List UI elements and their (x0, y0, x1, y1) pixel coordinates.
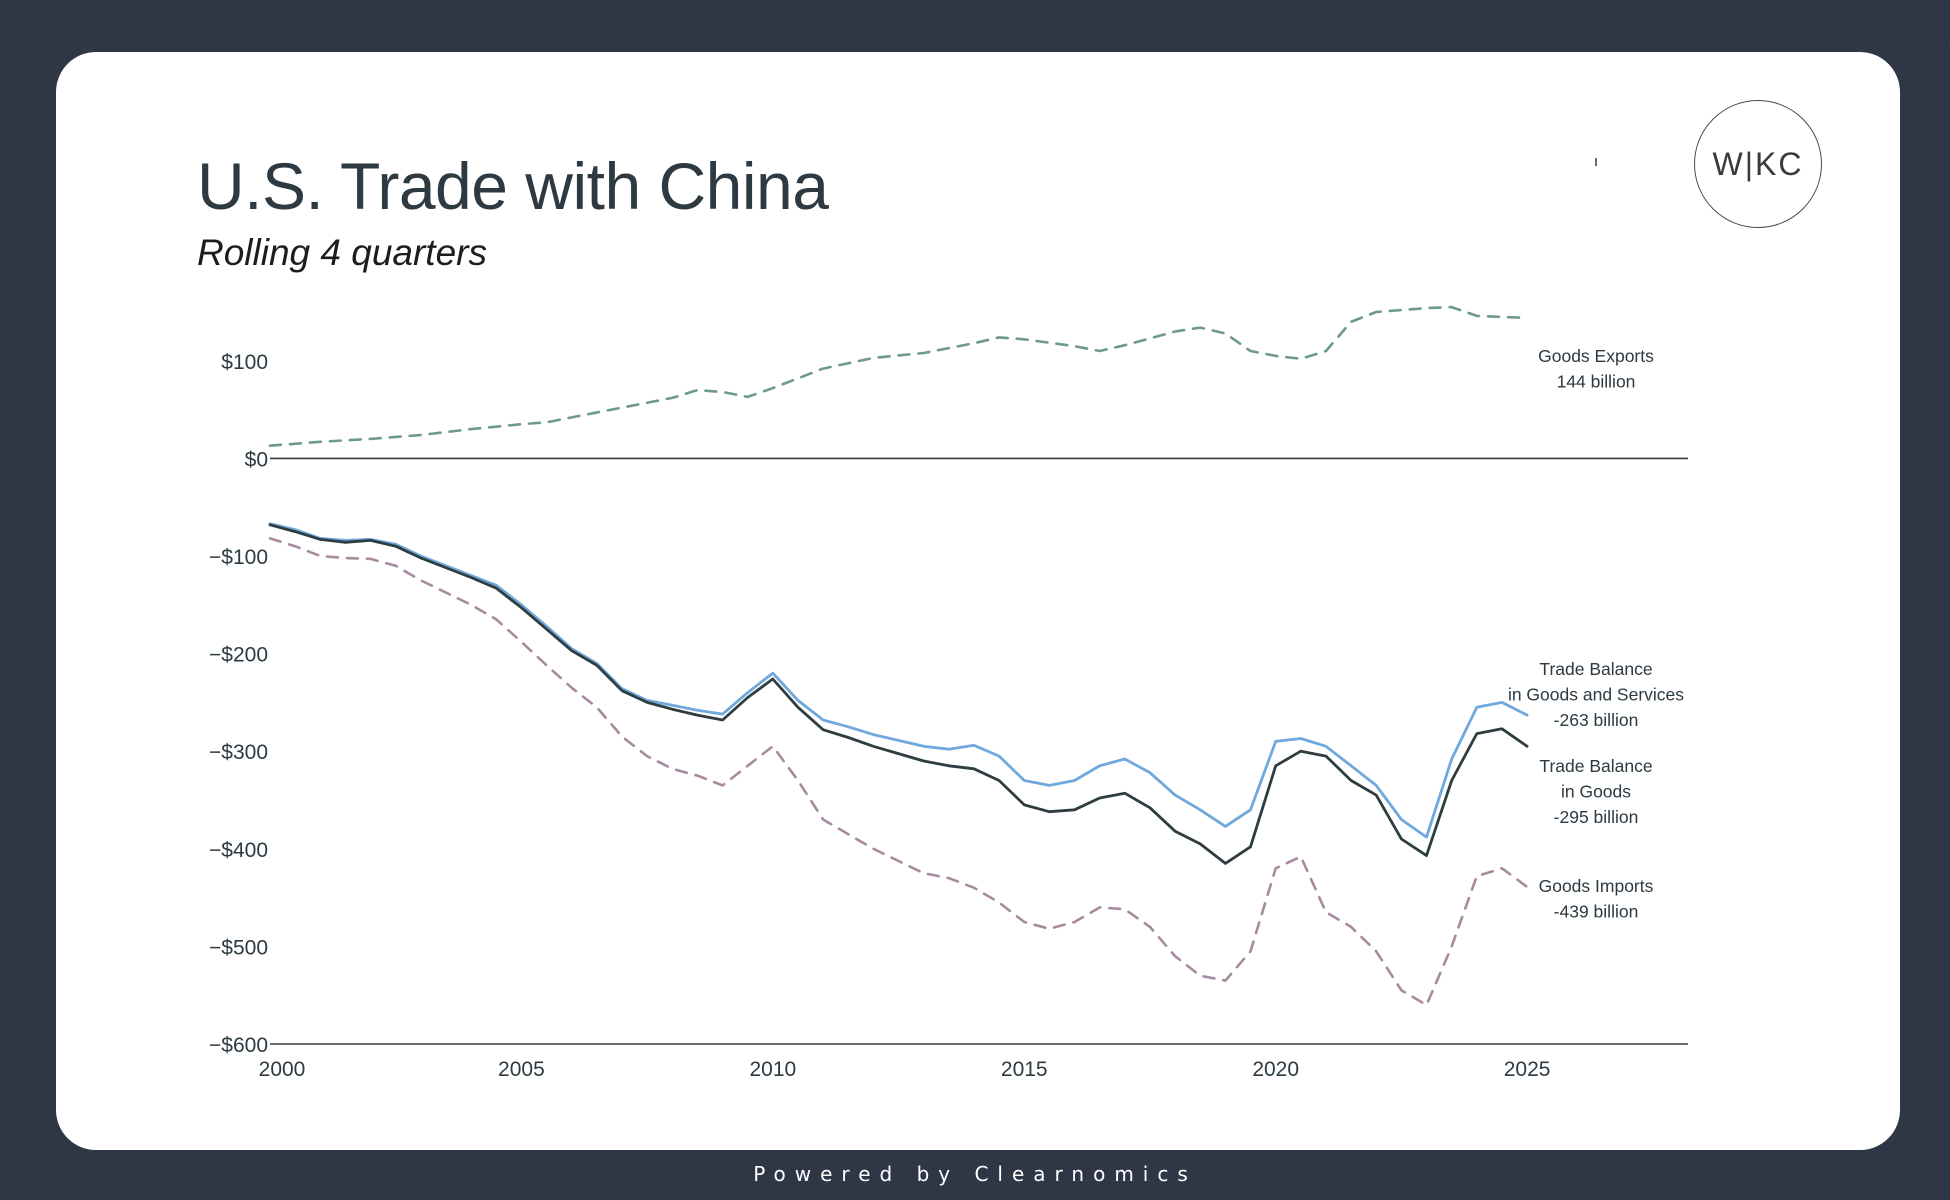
x-tick-label: 2005 (498, 1058, 545, 1081)
trade-balance-goods-line (268, 523, 1529, 865)
y-tick-label: $100 (221, 351, 268, 374)
trade-balance-goods-services-line (268, 522, 1529, 839)
goods-imports-label: Goods Imports -439 billion (1539, 876, 1654, 922)
footer-powered-by: Powered by Clearnomics (753, 1162, 1197, 1186)
trade-balance-goods-label: Trade Balance in Goods -295 billion (1539, 756, 1652, 827)
goods-imports-label-line: Goods Imports (1539, 876, 1654, 896)
trade-balance-goods-services-label-line: in Goods and Services (1508, 685, 1684, 705)
y-tick-label: −$600 (209, 1034, 268, 1057)
y-tick-label: −$200 (209, 644, 268, 667)
trade-balance-goods-label-line: Trade Balance (1539, 756, 1652, 776)
goods-imports-label-line: -439 billion (1554, 902, 1639, 922)
x-tick-label: 2000 (259, 1058, 306, 1081)
x-tick-label: 2025 (1504, 1058, 1551, 1081)
wkc-logo: W|KC (1694, 100, 1822, 228)
logo-text: W|KC (1712, 145, 1804, 182)
page-title: U.S. Trade with China (197, 149, 829, 223)
x-tick-label: 2020 (1252, 1058, 1299, 1081)
y-tick-label: −$500 (209, 936, 268, 959)
trade-balance-goods-services-label: Trade Balance in Goods and Services -263 b… (1508, 659, 1684, 730)
decorative-tick (1595, 158, 1597, 166)
goods-exports-label-line: 144 billion (1557, 372, 1636, 392)
trade-balance-goods-label-line: in Goods (1561, 782, 1631, 802)
y-tick-label: −$300 (209, 741, 268, 764)
y-tick-label: $0 (245, 448, 268, 471)
x-tick-label: 2015 (1001, 1058, 1048, 1081)
y-tick-label: −$400 (209, 839, 268, 862)
chart-card: U.S. Trade with China Rolling 4 quarters… (56, 52, 1900, 1150)
trade-balance-goods-services-label-line: Trade Balance (1539, 659, 1652, 679)
goods-exports-line (268, 305, 1529, 447)
goods-exports-label-line: Goods Exports (1538, 346, 1654, 366)
goods-imports-line (268, 537, 1529, 1007)
x-tick-label: 2010 (749, 1058, 796, 1081)
trade-balance-goods-label-line: -295 billion (1554, 807, 1639, 827)
trade-balance-goods-services-label-line: -263 billion (1554, 710, 1639, 730)
page-subtitle: Rolling 4 quarters (197, 232, 487, 273)
y-tick-label: −$100 (209, 546, 268, 569)
goods-exports-label: Goods Exports 144 billion (1538, 346, 1654, 392)
